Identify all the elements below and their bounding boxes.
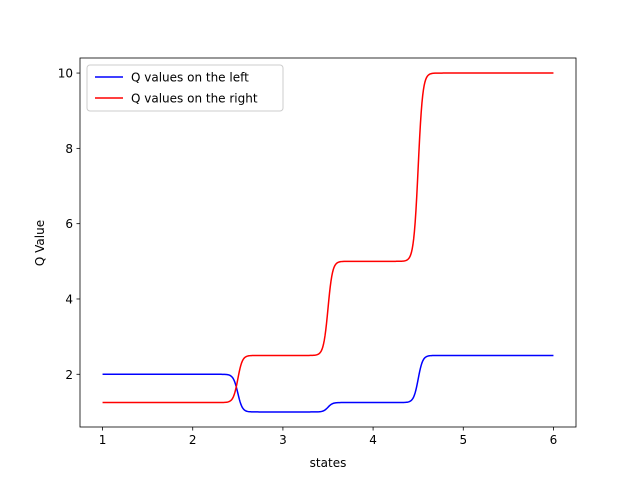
y-tick-label: 8 xyxy=(65,142,73,156)
legend-label-1: Q values on the left xyxy=(131,71,249,85)
x-tick-label: 6 xyxy=(550,433,558,447)
y-tick-label: 2 xyxy=(65,368,73,382)
x-tick-label: 3 xyxy=(279,433,287,447)
legend-box xyxy=(86,64,284,112)
y-axis-label: Q Value xyxy=(33,220,47,266)
x-tick-label: 4 xyxy=(369,433,377,447)
x-tick-label: 1 xyxy=(99,433,107,447)
series-line-2 xyxy=(102,72,554,404)
series-line-1 xyxy=(102,354,554,413)
x-axis-label: states xyxy=(310,456,347,470)
x-tick-label: 2 xyxy=(189,433,197,447)
legend-label-2: Q values on the right xyxy=(131,92,258,106)
x-tick-label: 5 xyxy=(459,433,467,447)
axes-layer: 1 2 3 4 5 6 2 4 6 8 10 xyxy=(58,57,577,447)
y-tick-label: 4 xyxy=(65,292,73,306)
series-layer xyxy=(102,72,554,413)
legend: Q values on the left Q values on the righ… xyxy=(86,64,284,112)
y-tick-label: 6 xyxy=(65,217,73,231)
axes-frame xyxy=(79,57,577,428)
y-tick-label: 10 xyxy=(58,67,73,81)
